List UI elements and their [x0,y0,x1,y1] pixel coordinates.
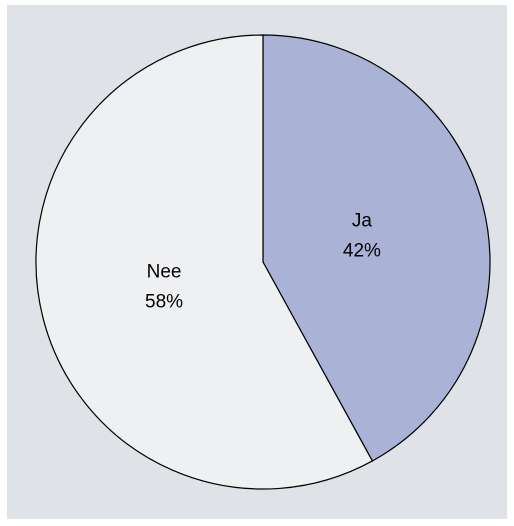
slice-value-label: 42% [343,241,381,262]
pie: Ja 42% Nee 58% [35,34,491,490]
pie-slice [35,34,374,490]
slice-category-label: Nee [147,261,182,282]
slice-value-label: 58% [145,291,183,312]
pie-slice [262,34,491,462]
slice-category-label: Ja [352,211,373,232]
